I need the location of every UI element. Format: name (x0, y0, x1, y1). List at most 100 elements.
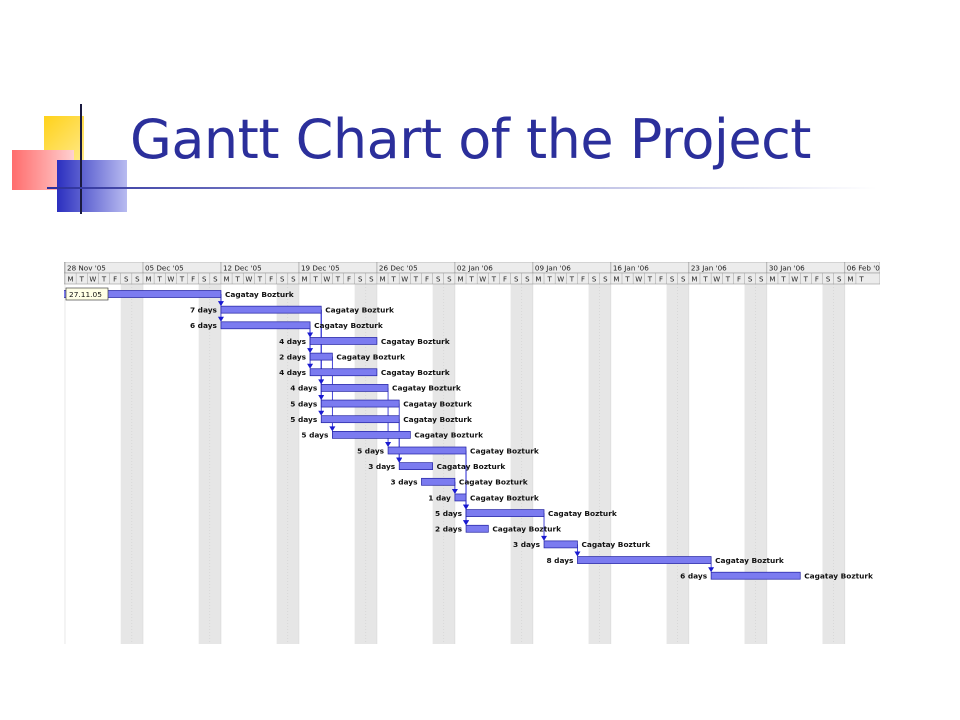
day-letter: T (858, 275, 864, 283)
day-letter: W (479, 275, 486, 283)
task-bars (64, 290, 801, 580)
task-resource-label: Cagatay Bozturk (804, 572, 874, 581)
day-letter: S (369, 275, 374, 283)
task-duration-label: 4 days (279, 337, 307, 346)
task-duration-label: 8 days (546, 556, 574, 565)
task-bar (465, 524, 489, 533)
task-bar (220, 305, 322, 314)
day-letter: M (68, 275, 74, 283)
week-label: 16 Jan '06 (613, 264, 649, 273)
day-letter: T (79, 275, 85, 283)
week-label: 02 Jan '06 (457, 264, 493, 273)
day-letter: T (702, 275, 708, 283)
logo-blue-square (57, 160, 127, 212)
day-letter: F (659, 275, 663, 283)
task-resource-label: Cagatay Bozturk (470, 493, 540, 502)
day-letter: S (826, 275, 831, 283)
day-letter: F (581, 275, 585, 283)
day-letter: T (257, 275, 263, 283)
week-label: 28 Nov '05 (67, 264, 106, 273)
day-letter: S (525, 275, 530, 283)
task-resource-label: Cagatay Bozturk (392, 384, 462, 393)
day-letter: S (291, 275, 296, 283)
day-letter: S (748, 275, 753, 283)
day-letter: M (301, 275, 307, 283)
day-letter: M (146, 275, 152, 283)
day-letter: M (769, 275, 775, 283)
week-label: 30 Jan '06 (769, 264, 805, 273)
day-letter: T (725, 275, 731, 283)
day-letter: T (647, 275, 653, 283)
task-resource-label: Cagatay Bozturk (403, 399, 473, 408)
task-bar (64, 290, 222, 298)
day-letter: T (624, 275, 630, 283)
week-label: 12 Dec '05 (223, 264, 262, 273)
day-letter: S (514, 275, 519, 283)
task-resource-label: Cagatay Bozturk (314, 321, 384, 330)
timescale-header: 28 Nov '05 05 Dec '05 12 Dec '05 19 Dec '05… (64, 262, 880, 285)
day-letter: M (691, 275, 697, 283)
day-letter: F (503, 275, 507, 283)
tooltip-box (65, 287, 109, 301)
task-duration-label: 4 days (279, 368, 307, 377)
task-resource-label: Cagatay Bozturk (459, 478, 529, 487)
task-duration-label: 7 days (190, 305, 218, 314)
week-label: 09 Jan '06 (535, 264, 571, 273)
day-letter: T (101, 275, 107, 283)
task-duration-label: 3 days (390, 478, 418, 487)
week-label: 23 Jan '06 (691, 264, 727, 273)
slide-title: Gantt Chart of the Project (130, 108, 811, 171)
day-letter: M (379, 275, 385, 283)
day-letter: T (468, 275, 474, 283)
task-duration-label: 6 days (190, 321, 218, 330)
day-letter: S (603, 275, 608, 283)
day-letter: W (323, 275, 330, 283)
task-duration-label: 4 days (290, 384, 318, 393)
day-letter: S (592, 275, 597, 283)
day-letter: S (447, 275, 452, 283)
day-letter: W (89, 275, 96, 283)
task-duration-label: 1 day (428, 493, 451, 502)
tooltip-text: 27.11.05 (69, 290, 102, 299)
day-letter: W (167, 275, 174, 283)
day-letter: F (113, 275, 117, 283)
day-letter: F (737, 275, 741, 283)
day-letter: F (269, 275, 273, 283)
task-bar (309, 368, 378, 377)
task-duration-label: 6 days (680, 572, 708, 581)
task-duration-label: 5 days (435, 509, 463, 518)
task-resource-label: Cagatay Bozturk (414, 431, 484, 440)
day-row-bg (64, 272, 880, 285)
day-letter: W (401, 275, 408, 283)
task-resource-label: Cagatay Bozturk (381, 368, 451, 377)
task-duration-label: 5 days (290, 399, 318, 408)
task-duration-label: 5 days (301, 431, 329, 440)
task-bar (320, 384, 389, 392)
day-letter: S (135, 275, 140, 283)
task-resource-label: Cagatay Bozturk (336, 352, 406, 361)
day-letter: T (313, 275, 319, 283)
week-label: 06 Feb '06 (847, 264, 880, 273)
day-letter: T (803, 275, 809, 283)
day-letter: T (390, 275, 396, 283)
day-letter: T (569, 275, 575, 283)
day-letter: W (713, 275, 720, 283)
task-resource-label: Cagatay Bozturk (581, 540, 651, 549)
day-letter: W (635, 275, 642, 283)
day-letter: M (535, 275, 541, 283)
day-letter: S (436, 275, 441, 283)
task-resource-label: Cagatay Bozturk (225, 290, 295, 299)
day-letter: S (213, 275, 218, 283)
task-bar (332, 431, 411, 439)
day-letter: F (815, 275, 819, 283)
day-letter: S (202, 275, 207, 283)
task-bar (309, 337, 378, 345)
day-letter: M (457, 275, 463, 283)
task-resource-label: Cagatay Bozturk (492, 525, 562, 534)
gantt-chart: 28 Nov '05 05 Dec '05 12 Dec '05 19 Dec '05… (64, 262, 880, 644)
task-resource-label: Cagatay Bozturk (381, 337, 451, 346)
task-duration-label: 2 days (279, 352, 307, 361)
day-letter: S (681, 275, 686, 283)
task-resource-label: Cagatay Bozturk (403, 415, 473, 424)
task-bar (465, 509, 545, 517)
